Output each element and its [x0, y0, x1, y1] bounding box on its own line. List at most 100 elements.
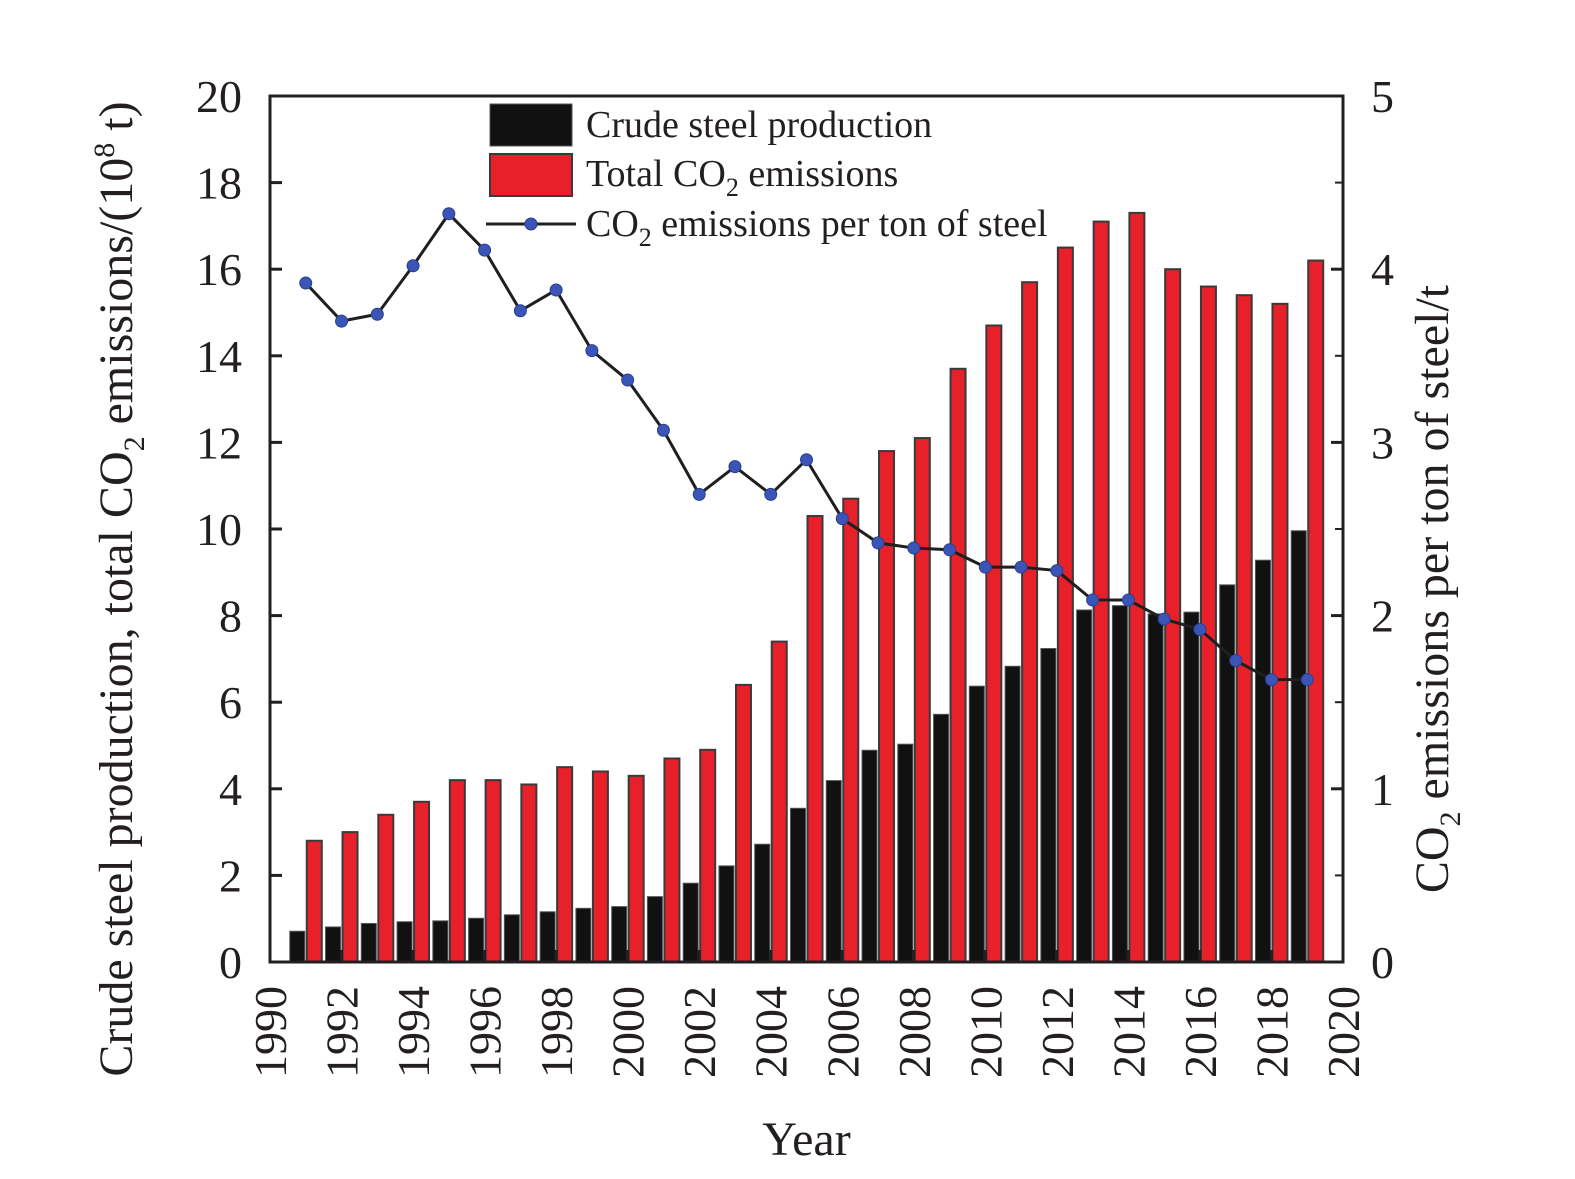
co2-bar	[413, 800, 431, 963]
co2-bar	[806, 515, 824, 963]
intensity-point	[406, 259, 420, 273]
x-tick-label: 2004	[746, 986, 797, 1078]
right-title-text: CO	[1406, 826, 1459, 893]
intensity-point	[907, 541, 921, 555]
co2-bar	[842, 497, 860, 963]
legend-label-co2-sub: 2	[726, 173, 739, 202]
co2-bar	[591, 770, 609, 963]
legend-label-intensity: CO2 emissions per ton of steel	[586, 203, 1048, 252]
x-tick-label: 2018	[1246, 986, 1297, 1078]
co2-bar	[878, 450, 896, 963]
intensity-point	[1300, 673, 1314, 687]
right-tick-label: 5	[1371, 71, 1394, 122]
steel-bar	[1076, 609, 1093, 963]
co2-bar	[663, 757, 681, 963]
steel-bar	[611, 906, 628, 963]
left-title-text: t)	[90, 101, 143, 142]
left-axis-title: Crude steel production, total CO2 emissi…	[88, 101, 151, 1076]
intensity-point	[1229, 654, 1243, 668]
intensity-point	[764, 487, 778, 501]
intensity-point	[478, 243, 492, 257]
right-title-sub: 2	[1434, 811, 1467, 826]
steel-bar	[432, 920, 449, 963]
steel-bar	[1219, 584, 1236, 963]
intensity-point	[728, 460, 742, 474]
steel-bar	[754, 843, 771, 963]
x-tick-label: 1994	[388, 986, 439, 1078]
intensity-point	[1086, 593, 1100, 607]
co2-bar	[1092, 220, 1110, 963]
intensity-point	[943, 543, 957, 557]
intensity-point	[1014, 560, 1028, 574]
crude-steel-bars	[289, 530, 1307, 963]
left-tick-label: 10	[196, 504, 242, 555]
co2-bar	[341, 831, 359, 963]
legend-label-co2-text: Total CO	[586, 153, 726, 195]
x-tick-label: 2012	[1032, 986, 1083, 1078]
co2-bar	[699, 748, 717, 964]
intensity-point	[1264, 673, 1278, 687]
steel-bar	[325, 926, 342, 963]
right-tick-label: 3	[1371, 417, 1394, 468]
x-tick-label: 2020	[1318, 986, 1369, 1078]
intensity-point	[442, 207, 456, 221]
intensity-point	[513, 304, 527, 318]
x-tick-label: 2014	[1103, 986, 1154, 1078]
x-tick-label: 2008	[889, 986, 940, 1078]
steel-bar	[360, 922, 377, 963]
right-axis-title: CO2 emissions per ton of steel/t	[1406, 284, 1467, 893]
x-axis-title: Year	[762, 1113, 850, 1166]
intensity-point	[871, 536, 885, 550]
left-tick-label: 20	[196, 71, 242, 122]
steel-bar	[933, 713, 950, 963]
left-tick-label: 8	[219, 591, 242, 642]
steel-bar	[1254, 559, 1271, 963]
steel-bar	[468, 917, 485, 963]
intensity-point	[621, 373, 635, 387]
co2-bar	[556, 766, 574, 964]
steel-bar	[861, 749, 878, 963]
steel-bar	[682, 882, 699, 963]
steel-bar	[646, 896, 663, 963]
legend-swatch-steel	[489, 103, 573, 147]
co2-bar	[627, 774, 645, 963]
x-tick-label: 2000	[603, 986, 654, 1078]
left-tick-label: 12	[196, 417, 242, 468]
left-title-text: emissions/(10	[90, 158, 143, 437]
co2-bar	[305, 839, 323, 964]
right-tick-label: 4	[1371, 244, 1394, 295]
intensity-point	[1050, 564, 1064, 578]
x-tick-label: 2006	[817, 986, 868, 1078]
legend-label-intensity-text: CO	[586, 203, 639, 245]
co2-bar	[520, 783, 538, 963]
steel-bar	[539, 911, 556, 963]
steel-bar	[1040, 648, 1057, 963]
steel-bar	[825, 780, 842, 963]
steel-bar	[1290, 530, 1307, 963]
legend-swatch-marker	[524, 217, 538, 231]
legend-label-intensity-sub: 2	[639, 223, 652, 252]
co2-bar	[949, 367, 967, 964]
intensity-point	[299, 276, 313, 290]
co2-per-ton-line	[299, 207, 1314, 687]
steel-bar	[1111, 605, 1128, 963]
co2-bar	[1235, 294, 1253, 963]
co2-bar	[1128, 211, 1146, 964]
co2-bar	[448, 779, 466, 964]
steel-bar	[1004, 665, 1021, 963]
intensity-point	[335, 314, 349, 328]
co2-bar	[1021, 281, 1039, 963]
legend-label-intensity-text: emissions per ton of steel	[652, 203, 1048, 245]
steel-bar	[718, 865, 735, 963]
co2-bar	[377, 813, 395, 964]
left-tick-label: 2	[219, 850, 242, 901]
intensity-point	[978, 560, 992, 574]
left-title-text: Crude steel production, total CO	[90, 451, 143, 1076]
steel-bar	[968, 685, 985, 963]
steel-bar	[575, 907, 592, 963]
intensity-point	[1193, 622, 1207, 636]
left-title-sup: 8	[88, 143, 121, 158]
intensity-point	[585, 344, 599, 358]
intensity-point	[692, 487, 706, 501]
